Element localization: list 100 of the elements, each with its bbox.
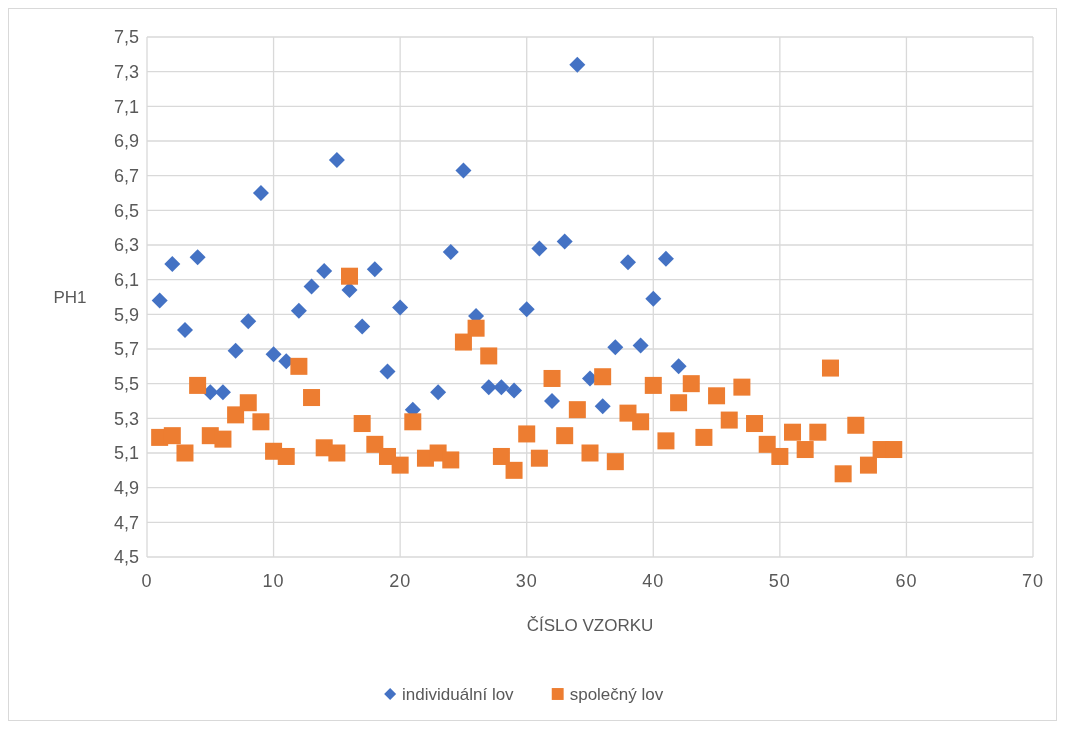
point	[518, 425, 536, 443]
x-tick-label: 30	[515, 571, 538, 591]
point	[581, 444, 599, 462]
y-tick-label: 6,7	[113, 165, 139, 186]
y-tick-label: 4,5	[113, 547, 139, 568]
point	[290, 357, 308, 375]
point	[594, 368, 612, 386]
point	[454, 333, 472, 351]
point	[404, 413, 422, 431]
point	[758, 435, 776, 453]
point	[607, 339, 624, 356]
y-tick-label: 7,5	[113, 27, 139, 48]
point	[834, 465, 852, 483]
y-tick-label: 6,3	[113, 235, 139, 256]
point	[252, 185, 269, 201]
point	[644, 376, 662, 394]
point	[771, 447, 789, 465]
x-tick-label: 70	[1021, 571, 1045, 591]
point	[670, 394, 688, 412]
point	[606, 453, 624, 471]
y-tick-label: 7,1	[113, 96, 139, 117]
x-tick-label: 40	[642, 571, 665, 591]
y-tick-label: 5,7	[113, 339, 139, 360]
y-axis-title: PH1	[53, 287, 87, 307]
y-tick-label: 6,5	[113, 200, 139, 221]
point	[809, 423, 827, 441]
point	[708, 387, 726, 405]
point	[240, 313, 257, 330]
point	[505, 461, 523, 479]
x-tick-label: 60	[895, 571, 918, 591]
point	[556, 233, 573, 250]
point	[214, 430, 232, 448]
point	[796, 441, 814, 459]
point	[645, 290, 662, 307]
point	[670, 358, 687, 375]
point	[821, 359, 839, 377]
x-axis-title: ČÍSLO VZORKU	[526, 616, 654, 635]
point	[467, 319, 485, 337]
point	[657, 250, 674, 267]
point	[695, 428, 713, 446]
point	[619, 254, 636, 271]
point	[392, 299, 409, 316]
point	[480, 379, 497, 396]
x-tick-label: 0	[141, 571, 153, 591]
point	[594, 398, 611, 415]
legend-label: společný lov	[569, 684, 664, 704]
point	[442, 243, 459, 260]
point	[303, 278, 320, 295]
point	[632, 413, 650, 431]
point	[341, 267, 359, 285]
point	[746, 415, 764, 433]
point	[544, 393, 561, 409]
point	[430, 384, 447, 401]
point	[531, 240, 548, 257]
point	[442, 451, 460, 469]
point	[354, 318, 371, 335]
point	[189, 376, 207, 394]
point	[455, 162, 472, 179]
point	[176, 321, 193, 338]
point	[720, 411, 738, 429]
point	[569, 56, 586, 73]
point	[227, 406, 245, 424]
y-tick-label: 5,5	[113, 373, 139, 394]
point	[239, 394, 257, 412]
y-tick-label: 7,3	[113, 61, 139, 82]
point	[353, 415, 371, 433]
point	[214, 384, 231, 401]
point	[277, 447, 295, 465]
x-tick-label: 10	[262, 571, 285, 591]
point	[556, 427, 574, 445]
x-tick-label: 20	[389, 571, 412, 591]
point	[265, 346, 282, 363]
point	[885, 441, 903, 459]
point	[328, 444, 346, 462]
point	[290, 302, 307, 319]
point	[164, 256, 181, 273]
point	[303, 389, 321, 407]
y-tick-label: 4,7	[113, 512, 139, 533]
point	[391, 456, 409, 474]
y-tick-label: 5,3	[113, 408, 139, 429]
point	[366, 435, 384, 453]
point	[492, 447, 510, 465]
point	[632, 337, 649, 354]
point	[252, 413, 270, 431]
point	[657, 432, 675, 450]
y-tick-label: 6,9	[113, 131, 139, 152]
point	[176, 444, 194, 462]
point	[506, 382, 523, 399]
point	[189, 249, 206, 266]
point	[328, 152, 345, 169]
point	[316, 263, 333, 279]
y-tick-label: 6,1	[113, 269, 139, 290]
y-tick-label: 5,9	[113, 304, 139, 325]
point	[480, 347, 498, 365]
point	[543, 369, 561, 387]
point	[341, 282, 358, 299]
point	[733, 378, 751, 396]
point	[163, 427, 181, 445]
point	[227, 342, 244, 359]
point	[151, 292, 168, 309]
